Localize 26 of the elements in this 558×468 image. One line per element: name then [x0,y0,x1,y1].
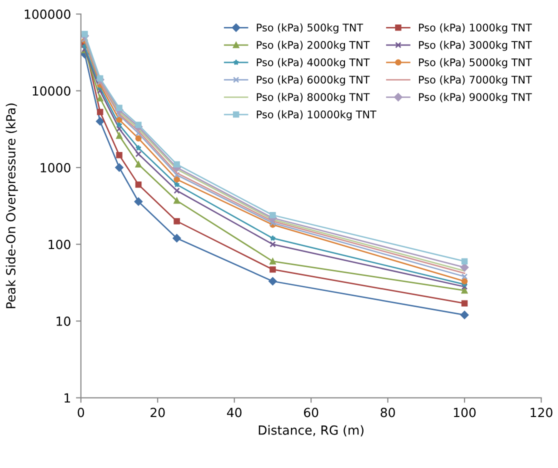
legend-label: Pso (kPa) 4000kg TNT [256,58,370,68]
x-tick-label: 0 [78,408,84,418]
x-tick-label: 20 [150,408,165,418]
y-tick-label: 100 [48,240,70,250]
legend-label: Pso (kPa) 2000kg TNT [256,40,370,51]
x-tick-label: 80 [380,408,395,418]
y-tick-label: 10 [56,316,70,326]
legend-label: Pso (kPa) 10000kg TNT [256,110,376,120]
legend-label: Pso (kPa) 6000kg TNT [256,76,370,86]
x-tick-label: 100 [454,408,476,418]
legend-label: Pso (kPa) 9000kg TNT [419,92,532,103]
x-tick-label: 40 [227,408,242,418]
legend-label: Pso (kPa) 7000kg TNT [419,76,532,86]
y-axis-title: Peak Side-On Overpressure (kPa) [6,104,18,308]
y-tick-label: 1 [64,393,70,403]
x-axis-title: Distance, RG (m) [258,425,364,436]
legend-label: Pso (kPa) 1000kg TNT [419,23,532,34]
y-tick-label: 100000 [24,10,70,19]
x-tick-label: 120 [530,408,552,418]
y-tick-label: 1000 [40,163,70,172]
legend-label: Pso (kPa) 5000kg TNT [419,58,532,68]
legend-label: Pso (kPa) 3000kg TNT [419,40,532,51]
y-tick-label: 10000 [32,86,70,96]
x-tick-label: 60 [304,408,318,418]
legend-label: Pso (kPa) 8000kg TNT [256,92,370,103]
legend-label: Pso (kPa) 500kg TNT [256,23,364,34]
